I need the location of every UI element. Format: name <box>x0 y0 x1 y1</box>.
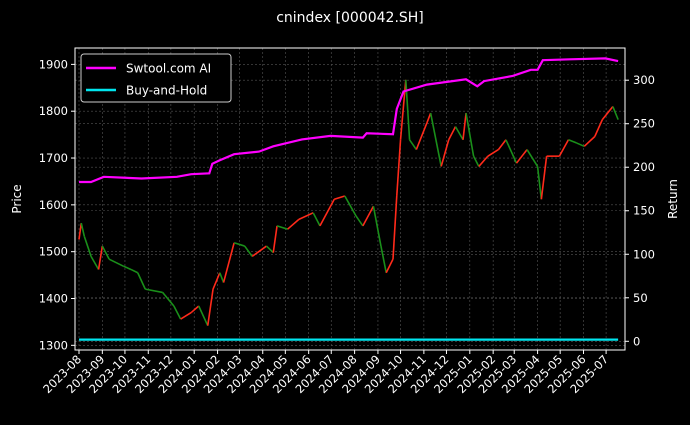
price-candle <box>298 212 314 221</box>
price-candle <box>173 305 182 320</box>
price-candle <box>198 305 209 326</box>
price-candle <box>408 139 418 151</box>
price-candle <box>130 268 139 274</box>
price-candle <box>83 235 92 257</box>
price-candle <box>497 139 507 151</box>
price-candle <box>558 139 570 157</box>
price-candle <box>395 139 402 197</box>
price-candle <box>212 272 221 290</box>
y-tick-label-right: 150 <box>633 204 655 218</box>
legend-box <box>80 53 232 103</box>
legend: Swtool.com AI Buy-and-Hold <box>80 53 232 103</box>
price-candle <box>415 122 428 150</box>
price-candle <box>251 245 267 258</box>
price-candle <box>601 106 614 121</box>
price-candle <box>448 126 457 141</box>
price-candle <box>515 149 528 164</box>
y-tick-label-left: 1900 <box>39 57 68 71</box>
y-tick-label-left: 1500 <box>39 245 68 259</box>
price-candle <box>90 255 100 270</box>
price-candle <box>80 222 86 237</box>
price-candle <box>362 205 375 227</box>
price-candle <box>101 245 110 260</box>
price-candle <box>568 139 578 144</box>
price-candle <box>287 218 300 230</box>
price-candle <box>505 139 518 164</box>
price-candle <box>123 265 132 271</box>
chart-title: cnindex [000042.SH] <box>276 10 424 26</box>
price-candle <box>161 291 175 307</box>
price-candle <box>487 148 499 157</box>
price-candle <box>334 195 346 200</box>
y-tick-label-left: 1800 <box>39 104 68 118</box>
price-candle <box>276 225 288 230</box>
price-candle <box>472 155 480 167</box>
price-candle <box>392 195 398 260</box>
price-candle <box>594 119 604 137</box>
y-tick-label-right: 300 <box>633 73 655 87</box>
price-candle <box>536 166 543 200</box>
price-candle <box>478 155 489 167</box>
y-tick-label-left: 1300 <box>39 338 68 352</box>
price-candle <box>206 289 214 326</box>
price-candle <box>190 305 200 314</box>
price-series <box>78 79 619 326</box>
plot-frame <box>74 47 626 351</box>
price-candle <box>454 126 464 141</box>
price-candle <box>576 142 585 148</box>
legend-label-swtool: Swtool.com AI <box>126 62 211 76</box>
y-tick-label-right: 200 <box>633 160 655 174</box>
swtool-line <box>79 57 619 184</box>
y-axis-right-label: Return <box>666 179 680 219</box>
y-tick-label-right: 250 <box>633 117 655 131</box>
price-candle <box>137 272 146 290</box>
price-candle <box>344 195 357 217</box>
y-tick-label-right: 50 <box>633 291 648 305</box>
legend-label-buyhold: Buy-and-Hold <box>126 84 207 98</box>
price-candle <box>78 223 83 240</box>
price-candle <box>612 106 619 120</box>
price-candle <box>526 149 539 167</box>
price-candle <box>265 245 274 254</box>
y-tick-label-left: 1400 <box>39 291 68 305</box>
price-candle <box>440 139 450 167</box>
price-candle <box>429 112 442 167</box>
price-candle <box>108 258 124 267</box>
price-candle <box>272 225 278 253</box>
price-candle <box>145 288 163 294</box>
price-candle <box>372 206 382 247</box>
price-candle <box>355 215 364 227</box>
price-candle <box>426 112 432 124</box>
price-candle <box>385 258 394 274</box>
y-axis-left-label: Price <box>10 184 24 213</box>
price-candle <box>380 245 388 273</box>
price-candle <box>465 112 475 157</box>
price-candle <box>244 245 253 257</box>
price-candle <box>180 311 192 320</box>
price-candle <box>583 135 596 147</box>
y-tick-label-left: 1700 <box>39 151 68 165</box>
price-candle <box>319 198 335 227</box>
price-candle <box>540 156 548 200</box>
y-tick-label-left: 1600 <box>39 198 68 212</box>
price-candle <box>399 79 407 140</box>
price-candle <box>219 272 225 283</box>
price-candle <box>233 242 245 247</box>
price-candle <box>462 112 467 140</box>
price-candle <box>97 245 104 270</box>
price-candle <box>222 242 235 283</box>
y-tick-label-right: 0 <box>633 334 640 348</box>
y-tick-label-right: 100 <box>633 247 655 261</box>
return-series <box>79 57 619 341</box>
price-candle <box>312 212 321 227</box>
